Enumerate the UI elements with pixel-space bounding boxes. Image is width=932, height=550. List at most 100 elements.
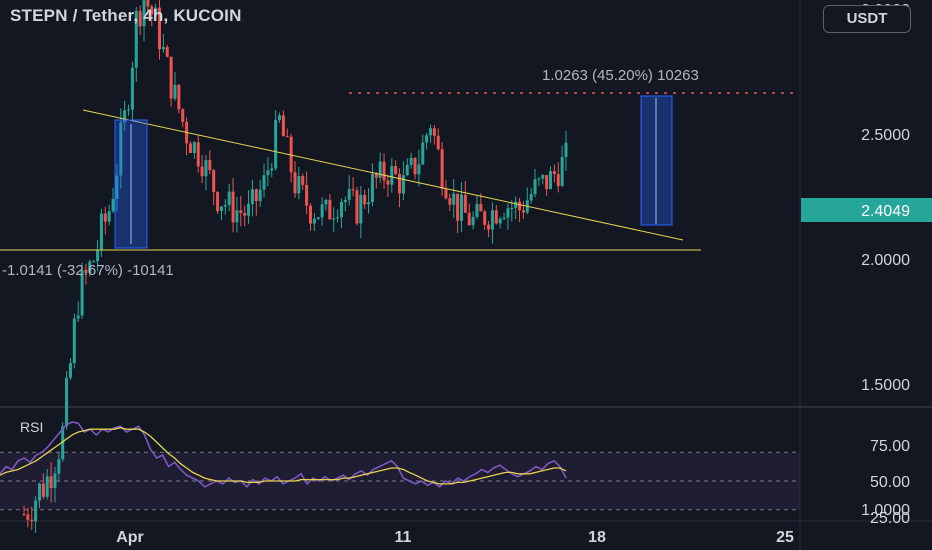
drop-label: -1.0141 (-32.67%) -10141	[2, 262, 174, 279]
candle-body	[320, 204, 324, 218]
candle-body	[247, 203, 251, 216]
candle-body	[413, 157, 417, 175]
candle-body	[76, 315, 80, 319]
candle-body	[417, 164, 421, 175]
candle-body	[142, 0, 146, 27]
candle-body	[192, 142, 196, 153]
candle-body	[80, 269, 84, 316]
candle-body	[61, 426, 65, 460]
rsi-ma-line	[0, 427, 567, 485]
candle-body	[463, 194, 467, 213]
price-tick-label: 1.5000	[861, 377, 910, 394]
candle-body	[208, 160, 212, 171]
candle-body	[154, 7, 158, 15]
candle-body	[502, 217, 506, 219]
target-label: 1.0263 (45.20%) 10263	[542, 67, 699, 84]
candle-body	[235, 210, 239, 223]
candle-body	[324, 199, 328, 205]
candle-body	[146, 0, 150, 7]
time-tick-label: 11	[395, 529, 412, 546]
candle-body	[115, 175, 119, 199]
candle-body	[537, 178, 541, 180]
candle-body	[227, 191, 231, 205]
candle-body	[119, 122, 123, 176]
candle-body	[161, 47, 165, 50]
candle-body	[266, 170, 270, 176]
candle-body	[258, 189, 262, 202]
candle-body	[312, 218, 316, 224]
candle-body	[405, 165, 409, 176]
candle-body	[398, 173, 402, 194]
candle-body	[305, 184, 309, 206]
rsi-pane-label: RSI	[20, 419, 44, 435]
candle-body	[355, 190, 359, 224]
candle-body	[545, 175, 549, 190]
candle-body	[549, 171, 553, 190]
candle-body	[401, 175, 405, 194]
candle-body	[514, 201, 518, 208]
candle-body	[382, 161, 386, 181]
rsi-tick-label: 75.00	[870, 438, 910, 455]
candle-body	[200, 166, 204, 177]
candle-body	[297, 175, 301, 194]
candle-body	[448, 198, 452, 205]
candle-body	[65, 377, 69, 427]
candle-body	[130, 67, 134, 110]
candle-body	[239, 210, 243, 213]
candle-body	[510, 207, 514, 209]
candle-body	[34, 500, 38, 522]
time-tick-label: Apr	[116, 529, 144, 546]
candle-body	[278, 115, 282, 120]
rsi-line	[0, 421, 567, 488]
candle-body	[425, 135, 429, 143]
candle-body	[169, 56, 173, 99]
candle-body	[336, 217, 340, 219]
candle-body	[204, 160, 208, 177]
candle-body	[456, 193, 460, 221]
price-tick-label: 2.5000	[861, 127, 910, 144]
candle-body	[529, 194, 533, 201]
candle-body	[386, 180, 390, 185]
candle-body	[332, 218, 336, 220]
currency-button[interactable]: USDT	[823, 5, 911, 33]
candle-body	[506, 208, 510, 218]
candle-body	[22, 514, 26, 515]
candle-body	[316, 217, 320, 219]
candle-body	[103, 213, 107, 222]
last-price-tag	[801, 198, 932, 222]
candle-body	[560, 156, 564, 186]
candle-body	[45, 476, 49, 497]
candle-body	[30, 519, 34, 522]
candle-body	[556, 174, 560, 186]
candle-body	[521, 210, 525, 213]
candle-body	[351, 189, 355, 191]
candle-body	[219, 206, 223, 212]
candle-body	[440, 149, 444, 189]
candle-body	[138, 10, 142, 27]
candle-body	[173, 84, 177, 99]
candle-body	[158, 7, 161, 50]
candle-body	[498, 218, 502, 224]
time-tick-label: 25	[776, 529, 794, 546]
rsi-tick-label: 25.00	[870, 510, 910, 527]
candle-body	[99, 213, 103, 251]
candle-body	[564, 142, 568, 157]
candle-body	[150, 6, 154, 15]
candle-body	[479, 203, 483, 212]
candle-body	[494, 210, 498, 224]
candle-body	[127, 109, 131, 111]
candle-body	[483, 211, 487, 225]
candle-body	[49, 476, 53, 488]
price-tick-label: 2.0000	[861, 252, 910, 269]
candle-body	[475, 203, 479, 217]
candle-body	[436, 135, 440, 150]
candle-body	[274, 119, 278, 169]
candle-body	[328, 199, 332, 220]
candle-body	[37, 483, 41, 501]
candle-body	[281, 115, 285, 137]
candle-body	[452, 193, 456, 205]
candle-body	[289, 136, 293, 173]
candle-body	[444, 188, 448, 199]
